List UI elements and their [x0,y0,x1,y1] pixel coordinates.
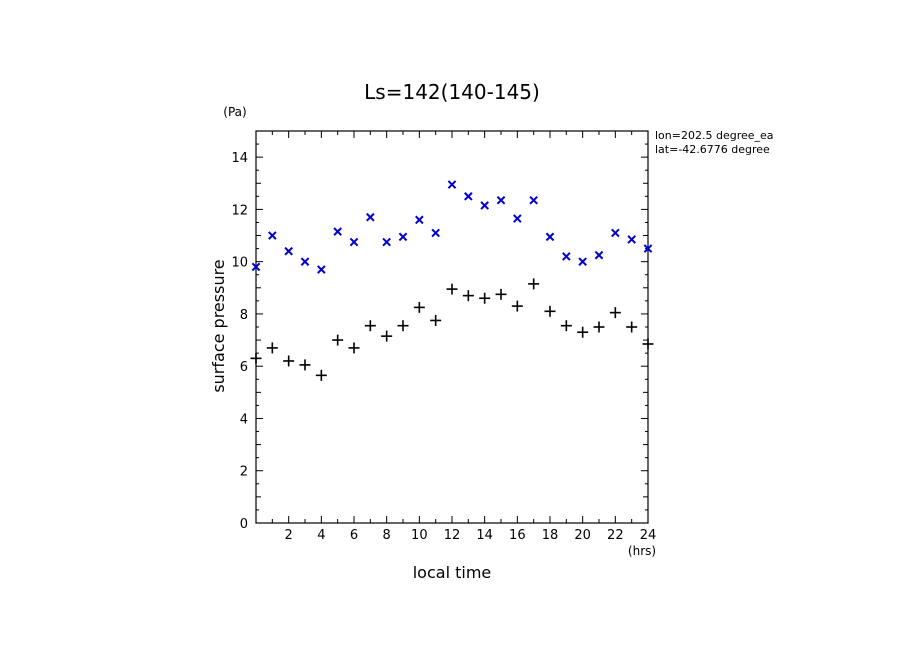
data-point-x [578,257,587,266]
data-point-plus [283,355,295,367]
data-point-plus [626,321,638,333]
y-tick-label: 10 [231,256,248,271]
data-point-plus [315,369,327,381]
data-point-x [317,265,326,274]
data-point-x [480,201,489,210]
data-point-plus [479,292,491,304]
data-point-x [627,235,636,244]
data-point-x [284,246,293,256]
x-tick-label: 12 [444,528,461,543]
data-point-plus [348,342,360,354]
data-point-x [545,232,555,242]
data-point-x [594,250,604,260]
data-point-x [398,232,408,242]
y-tick-label: 8 [240,308,248,323]
data-point-x [611,228,620,238]
data-point-plus [462,290,474,302]
annotation-longitude: lon=202.5 degree_ea [655,129,774,142]
data-point-x [447,180,457,189]
y-unit-label: (Pa) [223,105,246,119]
data-marks [250,180,654,381]
data-point-plus [593,321,605,333]
data-point-plus [332,334,344,346]
data-point-x [496,195,506,205]
data-point-x [333,227,342,236]
data-point-x [415,215,424,225]
data-point-plus [642,338,654,350]
y-tick-label: 2 [240,465,248,480]
data-point-plus [495,288,507,300]
data-point-plus [446,283,458,295]
x-tick-label: 18 [542,528,559,543]
data-point-plus [560,320,572,332]
data-point-plus [381,330,393,342]
data-point-plus [364,320,376,332]
data-point-x [382,237,391,247]
x-tick-label: 10 [411,528,428,543]
y-tick-label: 14 [231,151,248,166]
data-point-plus [577,326,589,338]
x-tick-label: 4 [317,528,325,543]
data-point-x [431,228,440,238]
x-unit-label: (hrs) [628,544,656,558]
data-point-plus [609,307,621,319]
data-point-x [268,231,277,240]
data-point-x [349,237,359,247]
data-point-plus [544,305,556,317]
x-tick-label: 20 [574,528,591,543]
x-axis-title: local time [413,563,492,582]
data-point-x [513,214,522,223]
data-point-plus [413,301,425,313]
x-tick-label: 8 [383,528,391,543]
data-point-x [251,262,261,272]
data-point-plus [299,359,311,371]
y-axis-title: surface pressure [209,259,228,392]
data-point-x [366,212,375,222]
x-tick-label: 14 [476,528,493,543]
x-tick-label: 24 [640,528,657,543]
y-tick-label: 12 [231,203,248,218]
y-tick-label: 0 [240,517,248,532]
chart-title: Ls=142(140-145) [364,80,540,104]
data-point-plus [250,352,262,364]
x-tick-label: 6 [350,528,358,543]
data-point-x [562,252,571,261]
data-point-x [464,192,473,201]
data-point-plus [430,314,442,326]
x-tick-label: 22 [607,528,624,543]
plot-frame [255,130,649,524]
data-point-plus [528,278,540,290]
y-tick-label: 6 [240,360,248,375]
data-point-x [529,195,538,205]
data-point-plus [511,300,523,312]
data-point-x [300,257,310,266]
data-point-x [643,244,653,253]
data-point-plus [266,342,278,354]
annotation-latitude: lat=-42.6776 degree [655,143,770,156]
x-tick-label: 16 [509,528,526,543]
y-tick-label: 4 [240,412,248,427]
x-tick-label: 2 [285,528,293,543]
data-point-plus [397,320,409,332]
